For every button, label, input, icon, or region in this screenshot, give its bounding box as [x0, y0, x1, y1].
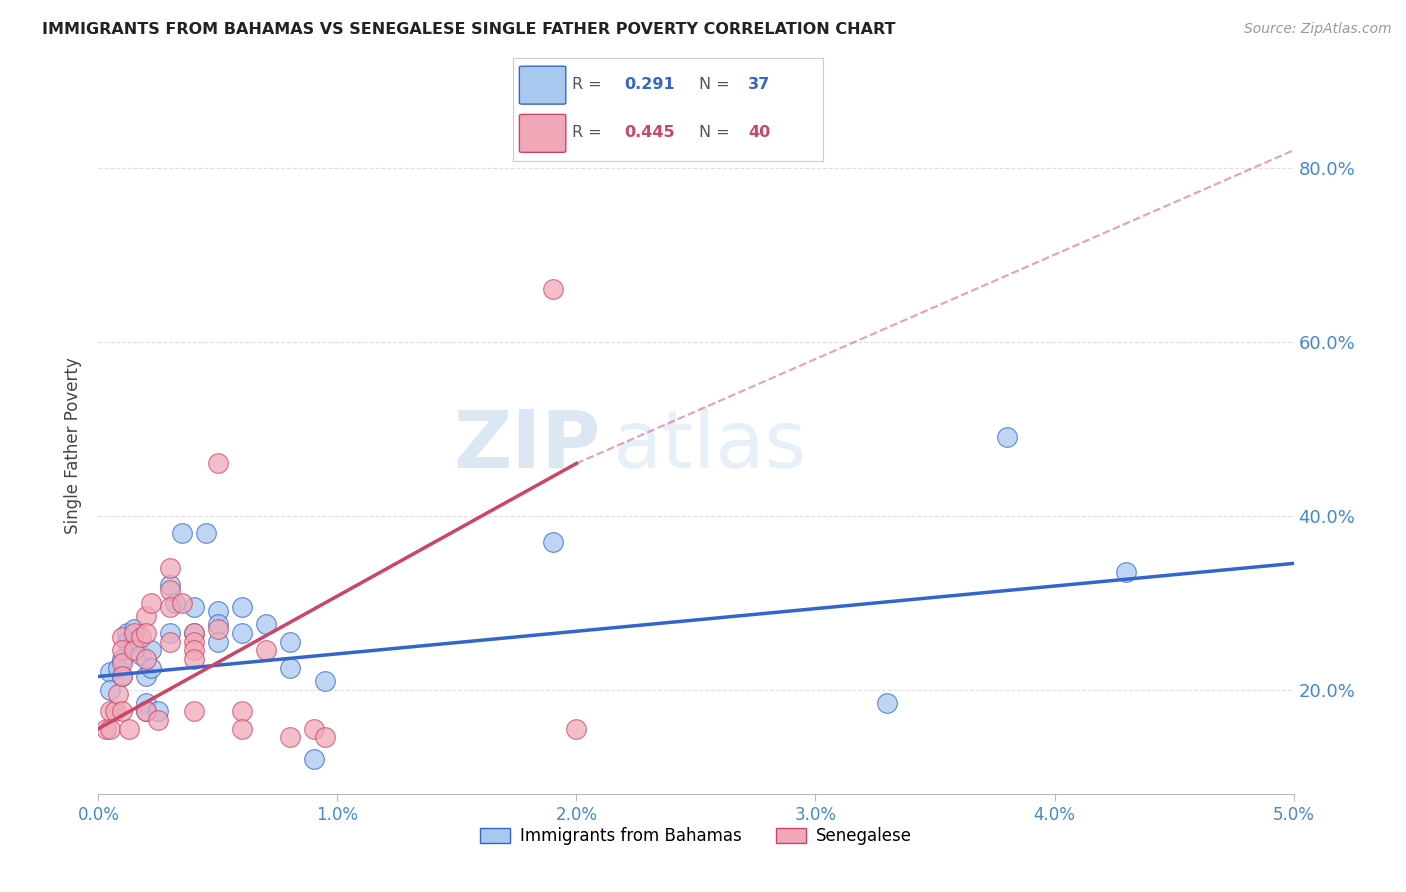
Point: [139, 661, 162, 675]
Point: [302, 722, 325, 736]
Point: [107, 661, 129, 675]
Point: [207, 617, 229, 632]
Point: [111, 669, 134, 683]
Point: [135, 608, 157, 623]
Text: N =: N =: [699, 126, 735, 140]
Text: N =: N =: [699, 77, 735, 92]
Point: [231, 722, 253, 736]
Text: 37: 37: [748, 77, 770, 92]
Point: [135, 704, 157, 718]
Point: [135, 626, 157, 640]
Point: [94, 722, 117, 736]
Point: [172, 525, 194, 540]
Point: [207, 634, 229, 648]
Point: [118, 722, 141, 736]
Point: [111, 704, 134, 718]
Point: [207, 604, 229, 618]
Point: [115, 626, 138, 640]
Point: [148, 704, 170, 718]
FancyBboxPatch shape: [519, 66, 565, 104]
Point: [541, 282, 564, 296]
Point: [111, 669, 134, 683]
Point: [104, 704, 127, 718]
Point: [139, 643, 162, 657]
Point: [98, 682, 122, 697]
Point: [207, 622, 229, 636]
Point: [315, 673, 337, 688]
Text: IMMIGRANTS FROM BAHAMAS VS SENEGALESE SINGLE FATHER POVERTY CORRELATION CHART: IMMIGRANTS FROM BAHAMAS VS SENEGALESE SI…: [42, 22, 896, 37]
Point: [1115, 565, 1137, 579]
Text: R =: R =: [572, 126, 607, 140]
Point: [159, 582, 181, 597]
Point: [159, 561, 181, 575]
Point: [315, 731, 337, 745]
Point: [302, 752, 325, 766]
Point: [876, 696, 898, 710]
Point: [207, 457, 229, 471]
Point: [995, 430, 1018, 444]
Point: [98, 704, 122, 718]
Point: [183, 652, 205, 666]
Legend: Immigrants from Bahamas, Senegalese: Immigrants from Bahamas, Senegalese: [474, 821, 918, 852]
Point: [183, 704, 205, 718]
Point: [115, 634, 138, 648]
Text: atlas: atlas: [613, 407, 807, 485]
Point: [107, 687, 129, 701]
Text: 0.445: 0.445: [624, 126, 675, 140]
Point: [124, 622, 146, 636]
Point: [231, 599, 253, 614]
Point: [135, 696, 157, 710]
FancyBboxPatch shape: [519, 114, 565, 153]
Y-axis label: Single Father Poverty: Single Father Poverty: [65, 358, 83, 534]
Point: [139, 596, 162, 610]
Point: [254, 617, 277, 632]
Text: Source: ZipAtlas.com: Source: ZipAtlas.com: [1244, 22, 1392, 37]
Text: 0.291: 0.291: [624, 77, 675, 92]
Point: [159, 634, 181, 648]
Point: [541, 534, 564, 549]
Point: [148, 713, 170, 727]
Point: [159, 599, 181, 614]
Text: ZIP: ZIP: [453, 407, 600, 485]
Point: [231, 626, 253, 640]
Text: R =: R =: [572, 77, 607, 92]
Point: [111, 643, 134, 657]
Point: [111, 652, 134, 666]
Text: 40: 40: [748, 126, 770, 140]
Point: [183, 599, 205, 614]
Point: [278, 634, 301, 648]
Point: [135, 669, 157, 683]
Point: [159, 578, 181, 592]
Point: [254, 643, 277, 657]
Point: [159, 626, 181, 640]
Point: [183, 626, 205, 640]
Point: [565, 722, 588, 736]
Point: [135, 704, 157, 718]
Point: [172, 596, 194, 610]
Point: [111, 630, 134, 644]
Point: [111, 657, 134, 671]
Point: [183, 634, 205, 648]
Point: [183, 626, 205, 640]
Point: [163, 596, 186, 610]
Point: [98, 722, 122, 736]
Point: [124, 626, 146, 640]
Point: [278, 731, 301, 745]
Point: [131, 630, 153, 644]
Point: [124, 634, 146, 648]
Point: [195, 525, 218, 540]
Point: [135, 652, 157, 666]
Point: [131, 648, 153, 662]
Point: [183, 643, 205, 657]
Point: [231, 704, 253, 718]
Point: [124, 643, 146, 657]
Point: [278, 661, 301, 675]
Point: [98, 665, 122, 680]
